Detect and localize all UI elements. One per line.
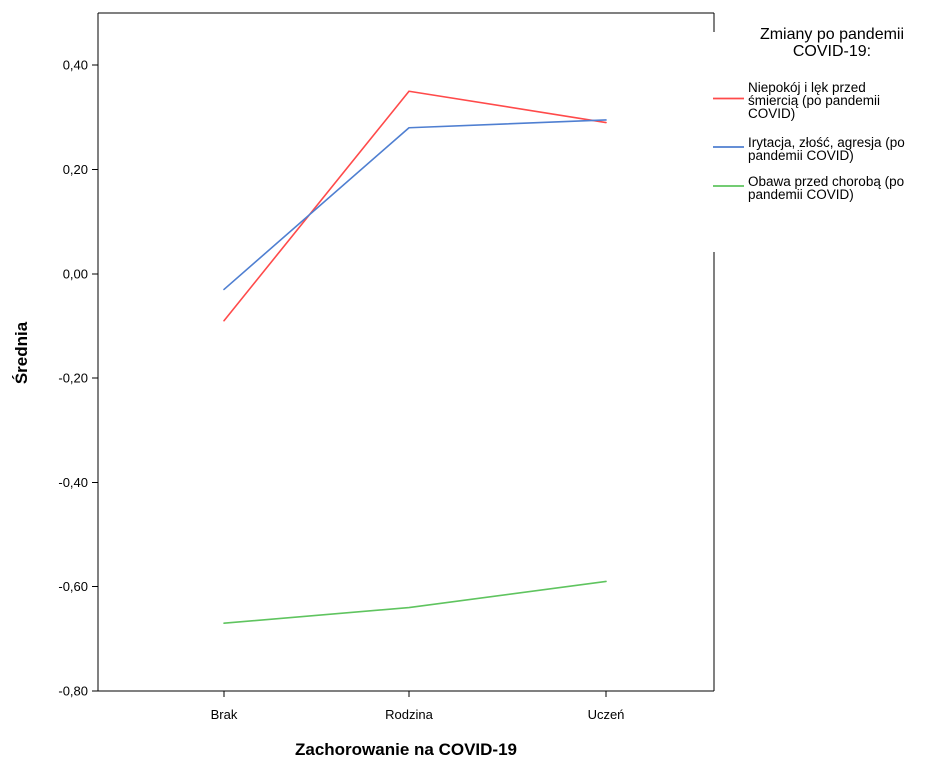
- series-line-2: [223, 119, 607, 291]
- x-tick-label: Rodzina: [385, 707, 433, 722]
- legend-label-3: pandemii COVID): [748, 187, 854, 202]
- plot-frame: [97, 12, 715, 692]
- legend-label-2: Irytacja, złość, agresja (po: [748, 135, 905, 150]
- legend-label-3: Obawa przed chorobą (po: [748, 174, 904, 189]
- legend-label-1: Niepokój i lęk przed: [748, 80, 866, 95]
- y-tick-label: 0,40: [63, 58, 88, 73]
- legend-label-1: śmiercią (po pandemii: [748, 93, 880, 108]
- series-line-1: [223, 90, 607, 322]
- y-tick-label: -0,80: [58, 684, 88, 699]
- y-tick-label: -0,40: [58, 475, 88, 490]
- x-tick-label: Brak: [211, 707, 238, 722]
- legend: Zmiany po pandemii COVID-19: Niepokój i …: [713, 26, 905, 202]
- y-tick-label: -0,60: [58, 579, 88, 594]
- x-tick-label: Uczeń: [588, 707, 625, 722]
- y-axis-ticks: -0,80 -0,60 -0,40 -0,20 0,00 0,20 0,40: [58, 58, 98, 699]
- y-axis-title: Średnia: [12, 321, 31, 384]
- x-axis-ticks: Brak Rodzina Uczeń: [211, 691, 625, 722]
- x-axis-title: Zachorowanie na COVID-19: [295, 740, 517, 758]
- legend-title-line-1: Zmiany po pandemii: [760, 26, 904, 43]
- y-tick-label: 0,20: [63, 162, 88, 177]
- legend-label-1: COVID): [748, 106, 795, 121]
- series-line-3: [223, 580, 607, 625]
- y-tick-label: -0,20: [58, 371, 88, 386]
- y-tick-label: 0,00: [63, 266, 88, 281]
- legend-title-line-2: COVID-19:: [793, 43, 871, 60]
- legend-label-2: pandemii COVID): [748, 148, 854, 163]
- series-lines: [223, 90, 607, 625]
